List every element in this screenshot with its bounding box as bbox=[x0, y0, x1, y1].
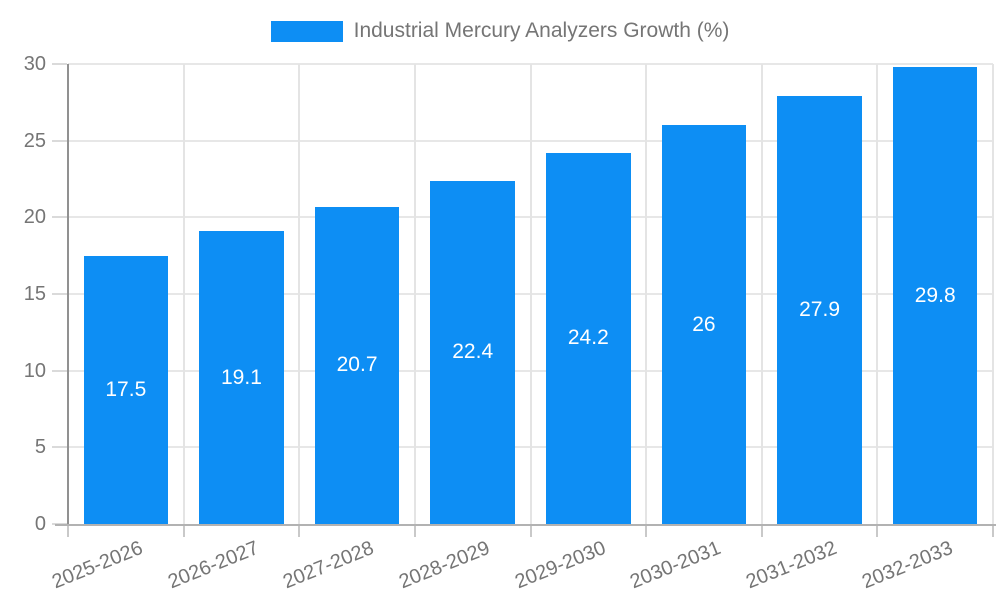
x-tick bbox=[182, 526, 185, 537]
x-tick bbox=[876, 526, 879, 537]
x-tick bbox=[645, 526, 648, 537]
bar: 20.7 bbox=[314, 206, 400, 524]
x-tick bbox=[67, 526, 69, 537]
x-tick-label: 2029-2030 bbox=[511, 537, 609, 594]
x-tick bbox=[760, 526, 763, 537]
bar: 22.4 bbox=[430, 180, 515, 524]
x-gridline bbox=[992, 64, 994, 524]
x-tick-label: 2027-2028 bbox=[280, 537, 378, 594]
bar-value-label: 29.8 bbox=[914, 283, 956, 307]
x-tick bbox=[992, 526, 994, 537]
y-tick bbox=[52, 369, 67, 372]
y-tick bbox=[52, 446, 67, 449]
y-tick bbox=[52, 216, 67, 219]
bar-value-label: 27.9 bbox=[799, 298, 840, 322]
bar: 29.8 bbox=[892, 67, 978, 524]
bar-value-label: 17.5 bbox=[105, 377, 147, 401]
x-tick-label: 2032-2033 bbox=[858, 537, 956, 594]
x-gridline bbox=[645, 64, 648, 524]
bar: 17.5 bbox=[83, 255, 169, 524]
bar: 19.1 bbox=[199, 231, 284, 524]
x-gridline bbox=[298, 64, 301, 524]
x-tick-label: 2030-2031 bbox=[627, 537, 725, 594]
legend-swatch-icon bbox=[270, 20, 343, 42]
x-tick-label: 2031-2032 bbox=[742, 537, 840, 594]
x-gridline bbox=[876, 64, 879, 524]
x-gridline bbox=[182, 64, 185, 524]
bar: 24.2 bbox=[546, 152, 631, 524]
x-tick-label: 2028-2029 bbox=[395, 537, 493, 594]
y-tick-label: 15 bbox=[23, 283, 46, 305]
x-gridline bbox=[529, 64, 532, 524]
x-tick-label: 2025-2026 bbox=[49, 537, 147, 594]
bar: 27.9 bbox=[777, 96, 862, 524]
y-tick-label: 5 bbox=[34, 436, 46, 459]
legend-label: Industrial Mercury Analyzers Growth (%) bbox=[353, 19, 730, 42]
bar-value-label: 24.2 bbox=[567, 326, 609, 350]
bar-value-label: 26 bbox=[692, 312, 716, 336]
x-tick-label: 2026-2027 bbox=[164, 537, 262, 594]
x-tick bbox=[529, 526, 532, 537]
bar-value-label: 22.4 bbox=[452, 340, 494, 364]
y-tick-label: 20 bbox=[23, 206, 46, 229]
y-tick bbox=[52, 63, 67, 65]
y-tick bbox=[52, 293, 67, 295]
bar-value-label: 19.1 bbox=[221, 365, 262, 389]
bar-value-label: 20.7 bbox=[336, 353, 378, 377]
x-gridline bbox=[760, 64, 763, 524]
y-tick-label: 30 bbox=[23, 53, 46, 75]
y-tick-label: 0 bbox=[34, 513, 46, 535]
legend: Industrial Mercury Analyzers Growth (%) bbox=[0, 12, 1000, 50]
x-tick bbox=[298, 526, 301, 537]
y-tick-label: 25 bbox=[23, 129, 46, 152]
y-tick bbox=[52, 139, 67, 142]
bar: 26 bbox=[661, 125, 747, 524]
y-tick-label: 10 bbox=[23, 359, 46, 382]
plot-area: 17.5 19.1 20.7 22.4 24.2 26 27.9 29.8 bbox=[52, 63, 996, 537]
legend-item[interactable]: Industrial Mercury Analyzers Growth (%) bbox=[270, 19, 730, 43]
x-axis-line bbox=[55, 524, 996, 526]
x-tick bbox=[413, 526, 416, 537]
y-axis-line bbox=[67, 64, 69, 524]
x-gridline bbox=[413, 64, 416, 524]
